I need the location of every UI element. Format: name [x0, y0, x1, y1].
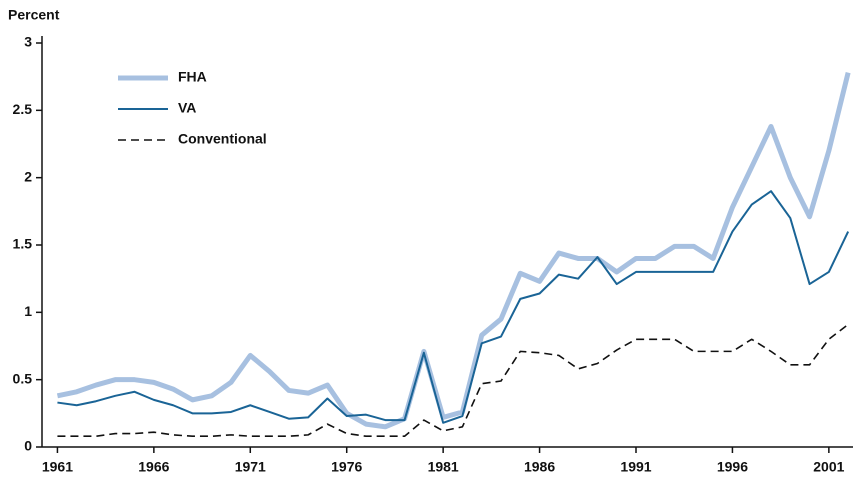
x-tick-label: 1976 [331, 459, 362, 475]
x-tick-label: 2001 [813, 459, 844, 475]
x-tick-label: 1981 [428, 459, 459, 475]
y-tick-label: 0.5 [13, 370, 33, 386]
legend-label: Conventional [178, 131, 267, 147]
x-tick-label: 1971 [235, 459, 266, 475]
y-tick-label: 2.5 [13, 101, 33, 117]
series-line [56, 72, 851, 430]
y-tick-label: 0 [24, 438, 32, 454]
x-tick-label: 1961 [42, 459, 73, 475]
series-line [57, 323, 849, 438]
y-axis-label: Percent [8, 7, 60, 23]
series-line [57, 190, 850, 424]
x-tick-label: 1991 [620, 459, 651, 475]
x-tick-label: 1966 [138, 459, 169, 475]
y-tick-label: 1.5 [13, 236, 33, 252]
legend-label: FHA [178, 69, 207, 85]
y-tick-label: 2 [24, 168, 32, 184]
y-tick-label: 3 [24, 34, 32, 50]
legend-label: VA [178, 100, 196, 116]
x-tick-label: 1996 [717, 459, 748, 475]
x-tick-label: 1986 [524, 459, 555, 475]
y-tick-label: 1 [24, 303, 32, 319]
